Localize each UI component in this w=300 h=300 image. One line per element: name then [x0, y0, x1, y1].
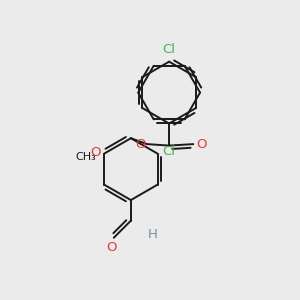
Text: O: O [106, 241, 117, 254]
Text: O: O [135, 138, 146, 151]
Text: Cl: Cl [162, 145, 175, 158]
Text: O: O [196, 138, 207, 151]
Text: H: H [148, 228, 158, 241]
Text: Cl: Cl [163, 44, 176, 56]
Text: CH₃: CH₃ [75, 152, 96, 162]
Text: O: O [91, 146, 101, 159]
